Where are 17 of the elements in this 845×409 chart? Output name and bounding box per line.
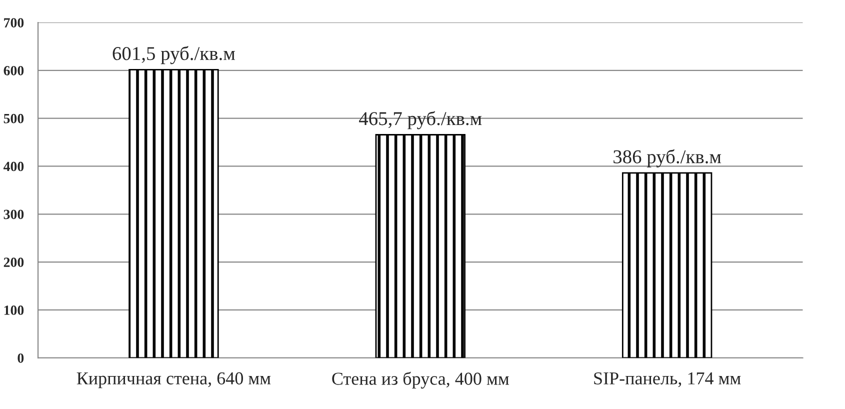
data-label: 386 руб./кв.м [614, 149, 722, 168]
y-tick-label: 600 [4, 66, 24, 76]
y-tick-label: 500 [4, 114, 24, 124]
y-tick-label: 0 [18, 353, 24, 363]
data-label: 465,7 руб./кв.м [359, 111, 482, 130]
y-tick-label: 700 [4, 18, 24, 28]
y-tick-label: 100 [4, 306, 24, 315]
data-label: 601,5 руб./кв.м [112, 46, 235, 64]
bar [622, 172, 712, 358]
y-tick-label: 200 [4, 258, 24, 268]
x-tick-label: Стена из бруса, 400 мм [332, 372, 509, 389]
y-tick-label: 300 [4, 210, 24, 220]
bar [128, 68, 219, 358]
y-tick-label: 400 [3, 162, 24, 172]
x-tick-label: SIP-панель, 174 мм [594, 372, 741, 388]
bar [375, 134, 466, 358]
x-tick-label: Кирпичная стена, 640 мм [76, 372, 271, 388]
